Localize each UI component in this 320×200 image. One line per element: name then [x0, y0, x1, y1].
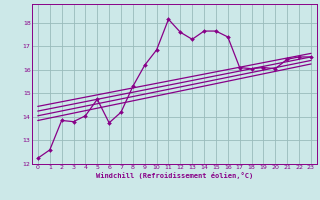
- X-axis label: Windchill (Refroidissement éolien,°C): Windchill (Refroidissement éolien,°C): [96, 172, 253, 179]
